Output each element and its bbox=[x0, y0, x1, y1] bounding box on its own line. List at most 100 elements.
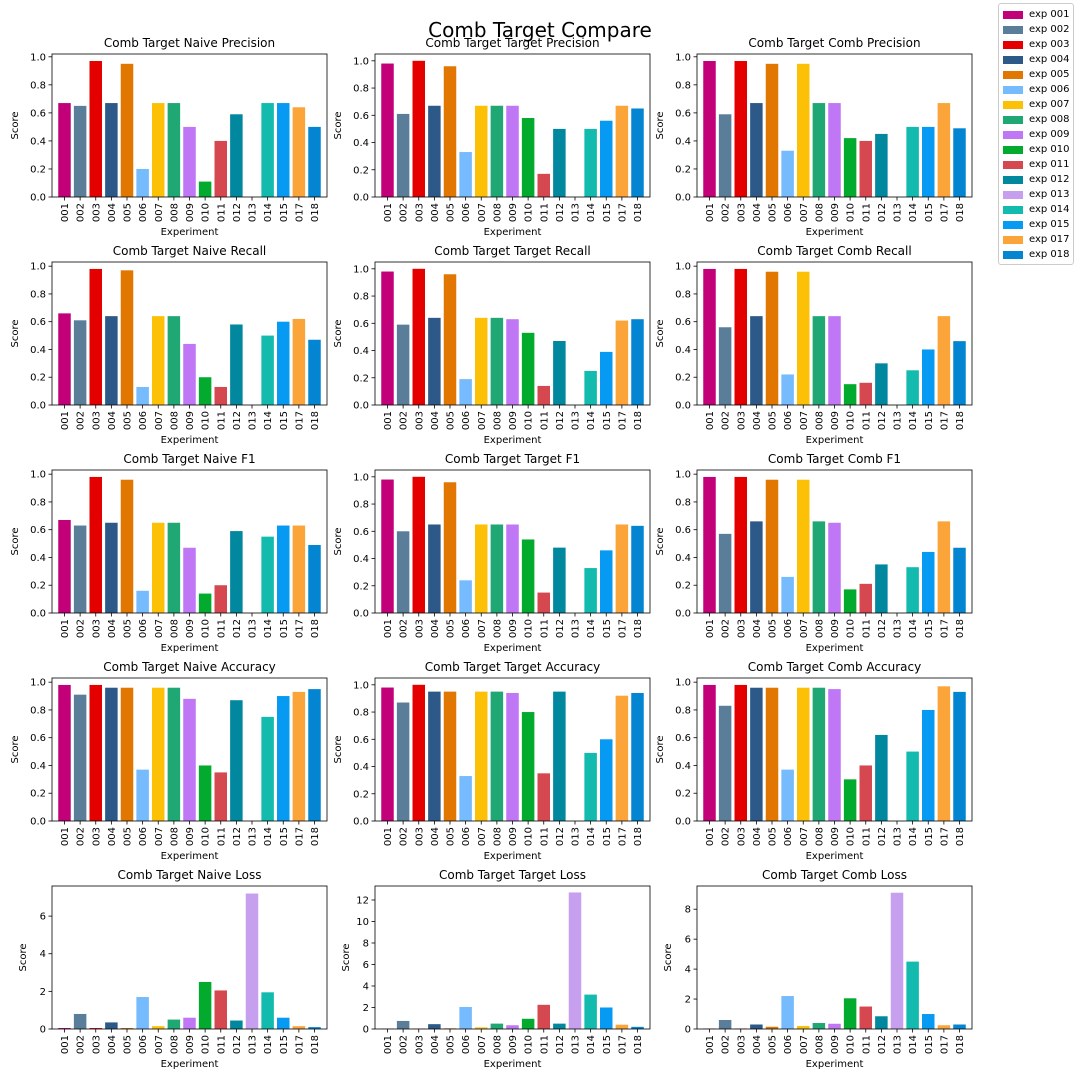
bar bbox=[198, 181, 212, 197]
x-tick-label: 017 bbox=[939, 827, 950, 846]
legend-label: exp 003 bbox=[1029, 39, 1070, 50]
bar bbox=[428, 317, 441, 405]
y-tick-label: 0.4 bbox=[353, 762, 369, 773]
y-tick-label: 6 bbox=[40, 912, 46, 923]
y-tick-label: 0.8 bbox=[675, 497, 691, 508]
bar bbox=[828, 316, 841, 405]
bar bbox=[953, 128, 966, 197]
bar bbox=[765, 479, 779, 613]
bar bbox=[922, 709, 935, 821]
x-tick-label: 017 bbox=[939, 1035, 950, 1054]
legend-item: exp 002 bbox=[1003, 22, 1073, 37]
x-tick-label: 002 bbox=[721, 619, 732, 638]
x-tick-label: 004 bbox=[107, 411, 118, 430]
x-tick-label: 013 bbox=[571, 411, 582, 430]
bar bbox=[120, 1028, 134, 1029]
legend-label: exp 012 bbox=[1029, 174, 1070, 185]
x-tick-label: 018 bbox=[955, 619, 966, 638]
subplot-title: Comb Target Naive Accuracy bbox=[103, 660, 276, 674]
bar bbox=[734, 268, 747, 405]
bar bbox=[537, 1004, 550, 1029]
x-tick-label: 005 bbox=[446, 1035, 457, 1054]
x-tick-label: 011 bbox=[861, 203, 872, 222]
bar bbox=[428, 524, 441, 613]
bar bbox=[750, 316, 763, 405]
subplot-title: Comb Target Target Loss bbox=[439, 868, 586, 882]
x-tick-label: 003 bbox=[414, 827, 425, 846]
bar bbox=[167, 316, 181, 405]
bar bbox=[781, 374, 794, 405]
subplot-title: Comb Target Target Precision bbox=[425, 36, 599, 50]
bar bbox=[459, 580, 472, 613]
bar bbox=[506, 524, 519, 613]
legend-item: exp 001 bbox=[1003, 7, 1073, 22]
x-tick-label: 011 bbox=[861, 1035, 872, 1054]
x-tick-label: 001 bbox=[60, 1035, 71, 1054]
y-tick-label: 0.8 bbox=[30, 289, 46, 300]
y-tick-label: 0.4 bbox=[675, 553, 691, 564]
bar bbox=[765, 271, 779, 405]
legend-label: exp 017 bbox=[1029, 234, 1070, 245]
x-tick-label: 002 bbox=[399, 1035, 410, 1054]
x-tick-label: 012 bbox=[877, 827, 888, 846]
y-tick-label: 0.4 bbox=[675, 761, 691, 772]
x-tick-label: 015 bbox=[602, 1035, 613, 1054]
y-tick-label: 10 bbox=[356, 917, 369, 928]
bar bbox=[922, 126, 935, 197]
bar bbox=[73, 1013, 87, 1029]
x-tick-label: 010 bbox=[846, 411, 857, 430]
y-tick-label: 1.0 bbox=[353, 472, 369, 483]
bar bbox=[734, 61, 747, 198]
x-tick-label: 009 bbox=[830, 1035, 841, 1054]
x-tick-label: 010 bbox=[846, 1035, 857, 1054]
x-tick-label: 012 bbox=[555, 203, 566, 222]
bar bbox=[396, 324, 410, 405]
y-tick-label: 1.0 bbox=[353, 680, 369, 691]
y-tick-label: 0.6 bbox=[30, 525, 46, 536]
y-tick-label: 0.2 bbox=[30, 581, 46, 592]
bar bbox=[584, 752, 597, 821]
x-tick-label: 017 bbox=[294, 827, 305, 846]
bar bbox=[120, 479, 134, 613]
bar bbox=[631, 1026, 644, 1029]
bar bbox=[183, 547, 196, 613]
x-axis-label: Experiment bbox=[484, 851, 542, 862]
bar bbox=[953, 1024, 966, 1029]
x-tick-label: 008 bbox=[169, 203, 180, 222]
x-tick-label: 001 bbox=[60, 411, 71, 430]
y-tick-label: 0.4 bbox=[675, 136, 691, 147]
x-tick-label: 009 bbox=[830, 411, 841, 430]
bar bbox=[734, 684, 747, 821]
bar bbox=[797, 687, 810, 821]
x-tick-label: 013 bbox=[893, 827, 904, 846]
bar bbox=[615, 1024, 629, 1029]
y-tick-label: 0.6 bbox=[353, 319, 369, 330]
legend-label: exp 015 bbox=[1029, 219, 1070, 230]
x-tick-label: 003 bbox=[91, 827, 102, 846]
bar bbox=[703, 476, 716, 613]
x-tick-label: 007 bbox=[154, 203, 165, 222]
bar bbox=[89, 268, 102, 405]
bar bbox=[600, 351, 613, 405]
x-tick-label: 017 bbox=[294, 619, 305, 638]
x-tick-label: 012 bbox=[555, 619, 566, 638]
bar bbox=[781, 769, 794, 821]
bar bbox=[277, 103, 290, 197]
x-axis-label: Experiment bbox=[161, 435, 219, 446]
x-tick-label: 003 bbox=[736, 827, 747, 846]
bar bbox=[459, 379, 472, 405]
x-tick-label: 004 bbox=[107, 619, 118, 638]
x-tick-label: 017 bbox=[939, 619, 950, 638]
x-tick-label: 008 bbox=[492, 827, 503, 846]
bar bbox=[198, 981, 212, 1029]
bar bbox=[937, 686, 951, 821]
y-axis-label: Score bbox=[333, 111, 344, 139]
x-tick-label: 012 bbox=[232, 1035, 243, 1054]
x-tick-label: 005 bbox=[768, 827, 779, 846]
x-tick-label: 009 bbox=[185, 619, 196, 638]
bar bbox=[152, 1026, 165, 1029]
x-tick-label: 004 bbox=[752, 827, 763, 846]
bar bbox=[58, 1028, 71, 1029]
x-tick-label: 008 bbox=[169, 619, 180, 638]
bar bbox=[183, 343, 196, 405]
